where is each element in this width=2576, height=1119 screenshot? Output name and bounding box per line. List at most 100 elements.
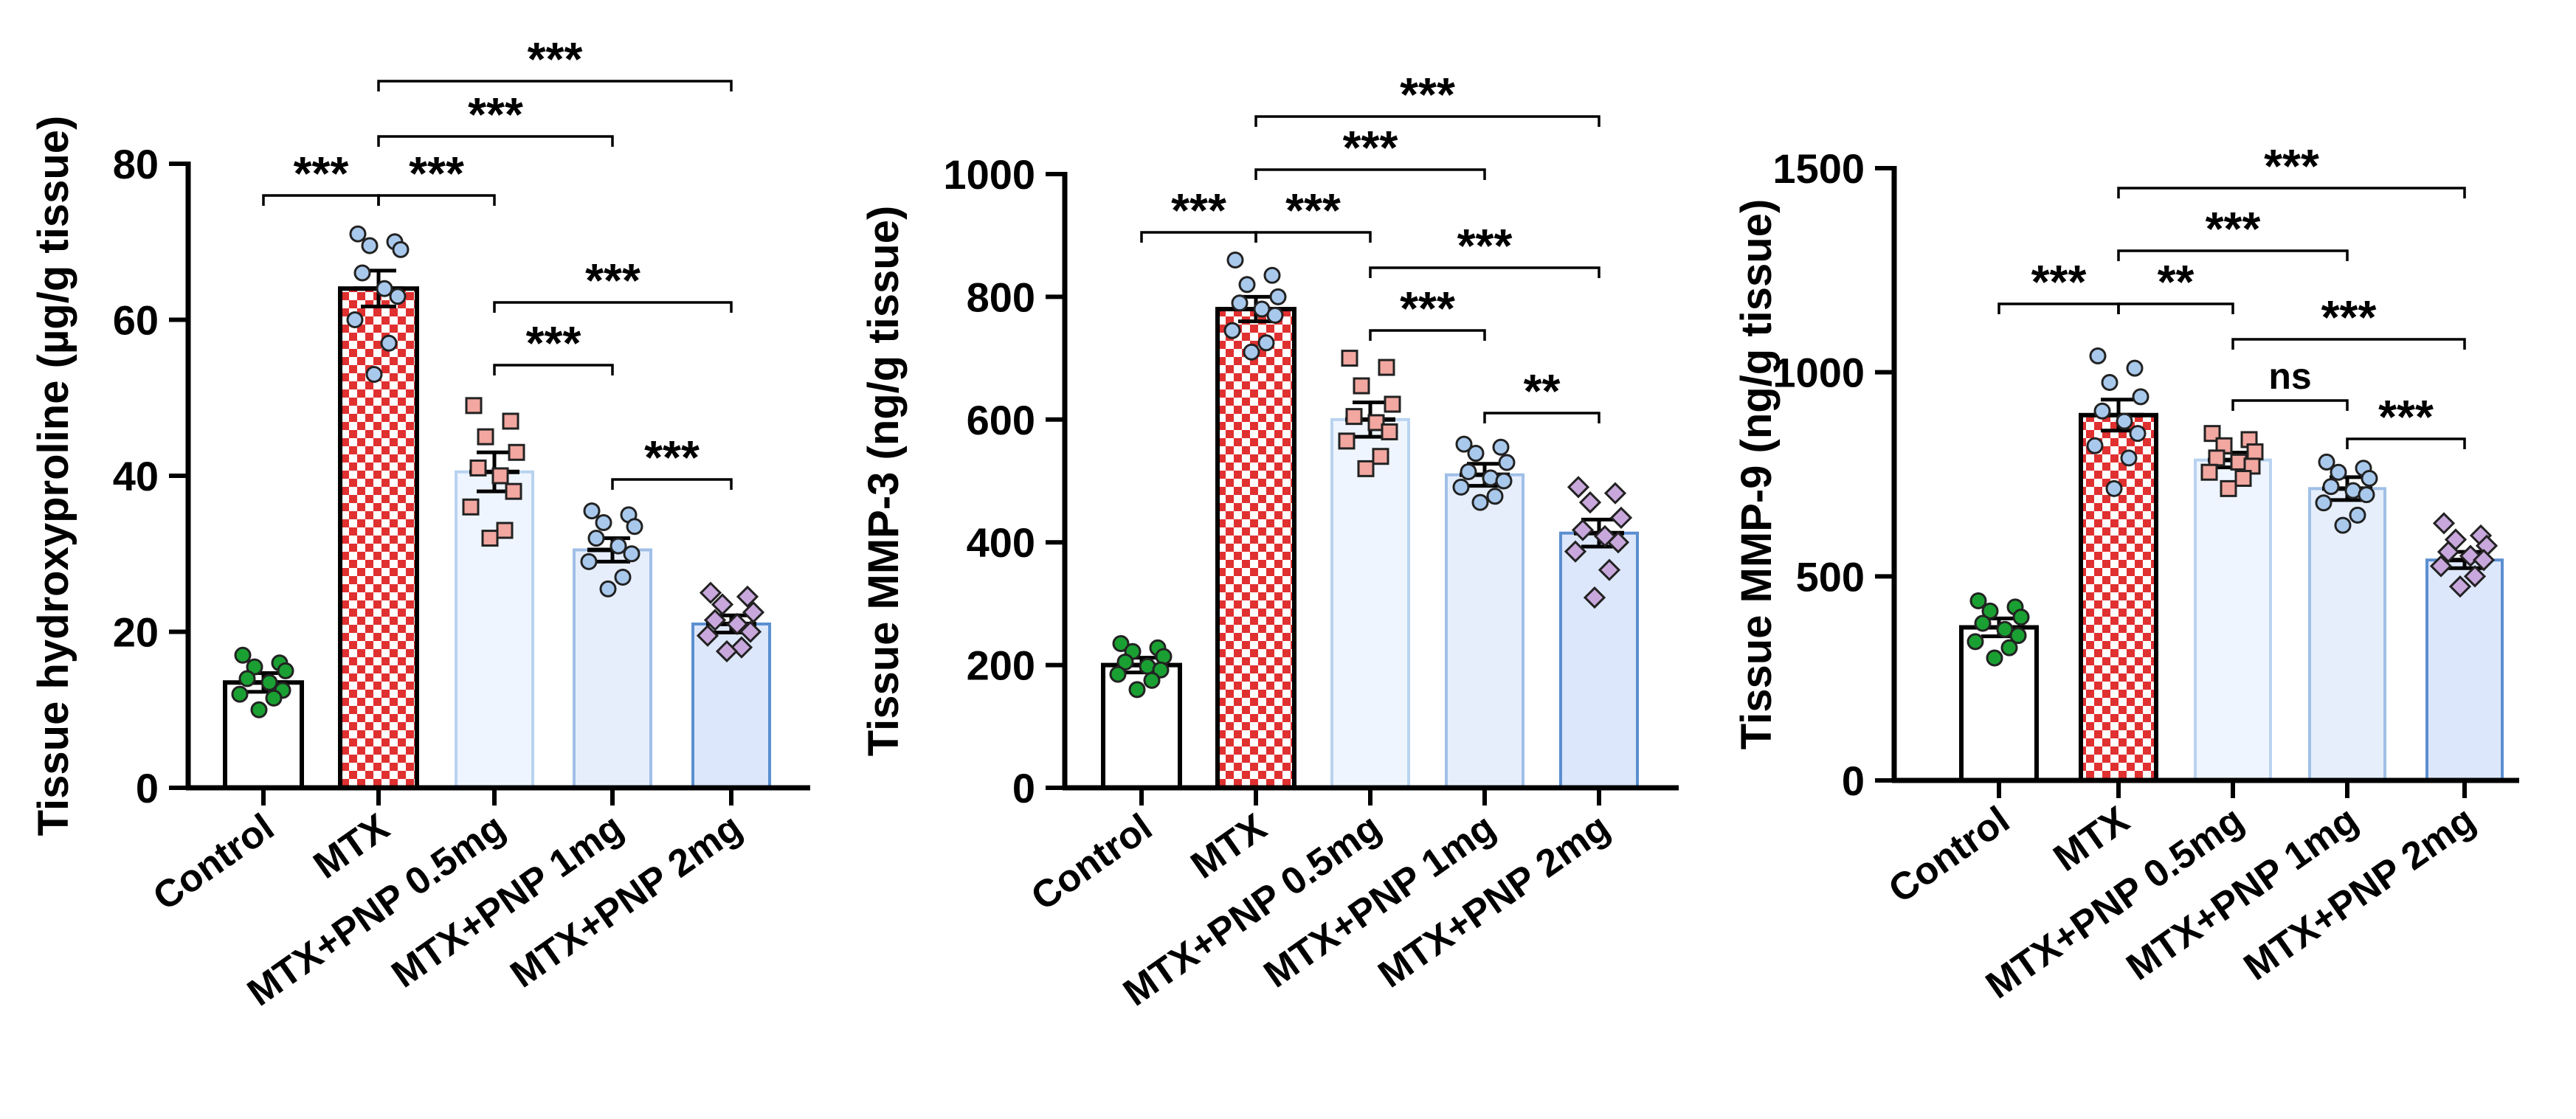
significance-bracket: [493, 364, 614, 375]
data-point: [1492, 438, 1510, 456]
y-tick-label: 500: [1796, 553, 1865, 600]
data-point: [2009, 627, 2027, 645]
y-ticks: 0 200 400 600 800 1000: [943, 151, 1065, 811]
significance-bracket: [377, 194, 496, 206]
significance-label: ***: [1171, 184, 1226, 237]
data-point: [346, 311, 364, 328]
y-tick-label: 20: [113, 609, 159, 656]
significance-label: ***: [528, 32, 583, 86]
x-tick-label: MTX: [306, 806, 397, 887]
data-point: [361, 237, 379, 254]
data-point: [1263, 266, 1281, 284]
data-point: [2472, 549, 2496, 572]
y-tick-label: 600: [967, 397, 1035, 443]
y-tick-label: 400: [967, 519, 1035, 566]
data-point: [1381, 423, 1398, 440]
y-tick-label: 1000: [943, 151, 1035, 198]
bar: [2425, 558, 2504, 782]
data-point: [1357, 460, 1375, 477]
data-point: [238, 670, 256, 687]
significance-label: ***: [644, 431, 700, 484]
data-point: [2126, 359, 2144, 377]
data-point: [1253, 300, 1271, 318]
data-point: [626, 518, 643, 536]
data-point: [2358, 486, 2375, 504]
y-tick-label: 80: [113, 141, 159, 187]
data-point: [2334, 516, 2352, 534]
significance-bracket: [1254, 231, 1372, 243]
data-point: [234, 646, 252, 664]
data-point: [2012, 609, 2030, 626]
data-point: [1495, 472, 1513, 490]
data-point: [711, 593, 734, 616]
data-point: [260, 673, 278, 691]
data-point: [587, 530, 605, 547]
data-point: [2203, 425, 2221, 443]
significance-label: ***: [1457, 219, 1513, 272]
y-axis-label: Tissue MMP-9 (ng/g tissue): [1733, 199, 1781, 750]
significance-label: ns: [2268, 356, 2311, 397]
data-point: [1578, 491, 1602, 514]
data-point: [1353, 377, 1370, 395]
data-point: [583, 502, 601, 520]
data-point: [696, 624, 719, 647]
data-point: [623, 545, 640, 563]
data-point: [392, 240, 410, 258]
bar: [2194, 458, 2272, 783]
bar: [455, 470, 534, 790]
y-tick-label: 60: [113, 297, 159, 344]
significance-label: ***: [1285, 184, 1341, 237]
data-point: [2322, 478, 2340, 496]
y-axis-label: Tissue MMP-3 (ng/g tissue): [860, 206, 908, 757]
data-point: [1606, 531, 1630, 554]
data-point: [389, 288, 407, 305]
data-point: [703, 609, 727, 631]
data-point: [699, 581, 722, 604]
data-point: [1243, 343, 1260, 361]
significance-bracket: [2231, 338, 2466, 350]
data-point: [2349, 506, 2366, 524]
significance-label: ***: [2264, 139, 2319, 193]
data-point: [725, 612, 749, 636]
data-point: [742, 600, 765, 624]
significance-brackets: *** *****************: [1140, 68, 1600, 423]
data-point: [1152, 661, 1170, 679]
bars: [1101, 307, 1639, 791]
data-point: [1609, 506, 1633, 530]
x-tick-label: MTX: [1184, 806, 1274, 887]
significance-bracket: [493, 301, 733, 313]
data-point: [2129, 425, 2147, 443]
data-point: [1367, 414, 1385, 432]
x-tick-label: MTX: [2046, 798, 2137, 880]
data-point: [1238, 276, 1256, 294]
data-point: [2093, 402, 2111, 420]
significance-label: ***: [585, 254, 640, 307]
data-point: [1341, 350, 1358, 367]
data-point: [2463, 565, 2487, 588]
data-point: [1226, 251, 1244, 269]
data-point: [2234, 470, 2252, 488]
data-point: [2432, 512, 2456, 535]
data-point: [2132, 388, 2149, 406]
significance-bracket: [377, 80, 733, 91]
data-point: [1112, 634, 1130, 652]
data-point: [595, 513, 612, 531]
data-point: [505, 482, 522, 500]
data-point: [1567, 476, 1590, 499]
significance-label: **: [2158, 255, 2195, 308]
significance-bracket: [2231, 399, 2349, 411]
significance-brackets: *** ******************: [262, 32, 733, 490]
significance-brackets: *** ***********ns***: [1997, 139, 2466, 449]
data-point: [2220, 479, 2237, 497]
significance-label: ***: [468, 88, 523, 141]
y-tick-label: 200: [967, 642, 1035, 689]
significance-label: ***: [2378, 390, 2434, 443]
data-point: [1498, 454, 1516, 471]
data-point: [462, 498, 480, 516]
y-tick-label: 0: [1842, 758, 1865, 804]
data-point: [2330, 463, 2347, 481]
data-point: [1269, 288, 1287, 305]
